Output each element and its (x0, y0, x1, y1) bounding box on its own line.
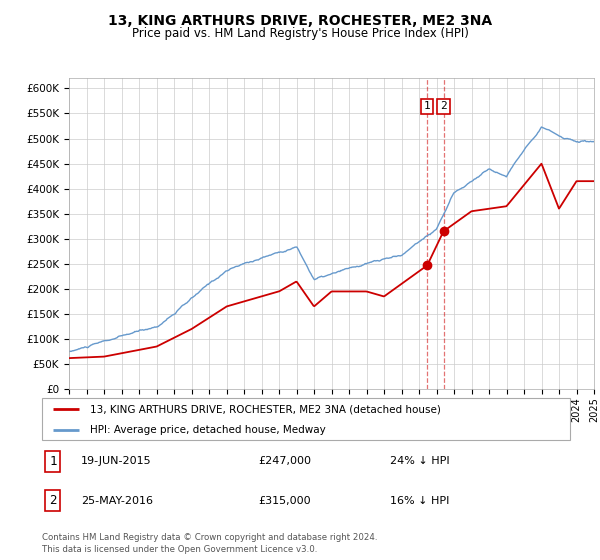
Text: 2: 2 (440, 101, 447, 111)
Text: 24% ↓ HPI: 24% ↓ HPI (390, 456, 449, 466)
Text: Contains HM Land Registry data © Crown copyright and database right 2024.
This d: Contains HM Land Registry data © Crown c… (42, 533, 377, 554)
Text: £247,000: £247,000 (258, 456, 311, 466)
Text: 19-JUN-2015: 19-JUN-2015 (81, 456, 152, 466)
Text: 13, KING ARTHURS DRIVE, ROCHESTER, ME2 3NA (detached house): 13, KING ARTHURS DRIVE, ROCHESTER, ME2 3… (89, 404, 440, 414)
Text: Price paid vs. HM Land Registry's House Price Index (HPI): Price paid vs. HM Land Registry's House … (131, 27, 469, 40)
Text: 25-MAY-2016: 25-MAY-2016 (81, 496, 153, 506)
Text: 13, KING ARTHURS DRIVE, ROCHESTER, ME2 3NA: 13, KING ARTHURS DRIVE, ROCHESTER, ME2 3… (108, 14, 492, 28)
Text: HPI: Average price, detached house, Medway: HPI: Average price, detached house, Medw… (89, 426, 325, 435)
Text: 2: 2 (49, 494, 56, 507)
Text: 1: 1 (49, 455, 56, 468)
Text: 1: 1 (424, 101, 431, 111)
Text: £315,000: £315,000 (258, 496, 311, 506)
Text: 16% ↓ HPI: 16% ↓ HPI (390, 496, 449, 506)
